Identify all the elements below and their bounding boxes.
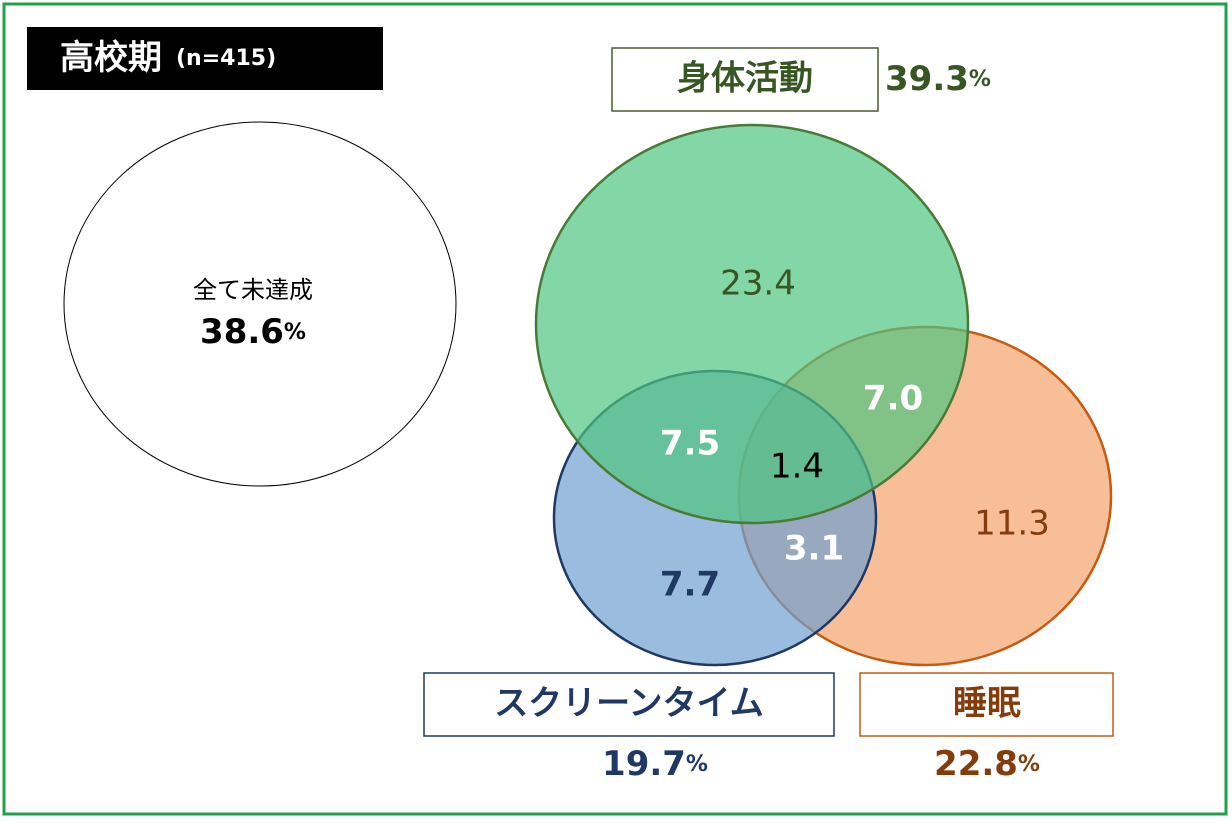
set-value: 19.7% <box>602 744 708 784</box>
activity-ellipse <box>534 123 970 525</box>
set-value: 39.3% <box>885 59 991 99</box>
region-value: 7.5 <box>660 424 720 464</box>
none-value: 38.6% <box>200 312 306 352</box>
unit: % <box>1018 752 1040 777</box>
set-value: 22.8% <box>934 744 1040 784</box>
title-text: 高校期 <box>60 38 162 78</box>
region-value: 7.7 <box>660 565 720 605</box>
unit: % <box>686 752 708 777</box>
set-label: 身体活動 <box>677 59 813 99</box>
none-circle <box>63 121 457 487</box>
set-label: 睡眠 <box>953 684 1021 724</box>
set-label-box <box>611 47 879 112</box>
value: 39.3 <box>885 59 969 99</box>
unit: % <box>284 320 306 345</box>
value: 22.8 <box>934 744 1018 784</box>
sample-size: (n=415) <box>176 46 276 71</box>
set-label-box <box>859 672 1114 737</box>
region-value: 7.0 <box>863 379 923 419</box>
value: 19.7 <box>602 744 686 784</box>
unit: % <box>969 67 991 92</box>
region-value: 1.4 <box>770 447 824 487</box>
value: 38.6 <box>200 312 284 352</box>
set-label-box <box>423 672 835 737</box>
set-label: スクリーンタイム <box>494 684 764 724</box>
title: 高校期 (n=415) <box>60 38 276 78</box>
region-value: 23.4 <box>720 264 796 304</box>
region-value: 11.3 <box>974 504 1050 544</box>
region-value: 3.1 <box>784 529 844 569</box>
title-box <box>27 27 383 90</box>
none-label: 全て未達成 <box>193 276 313 304</box>
